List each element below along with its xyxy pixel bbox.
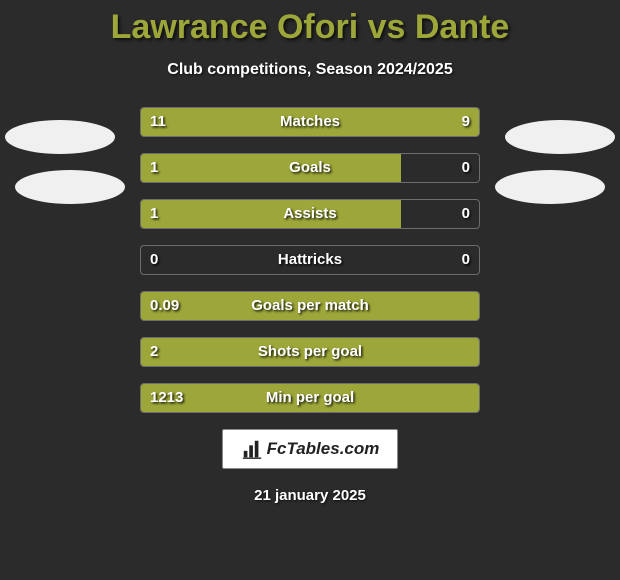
stat-row: 2Shots per goal	[0, 337, 620, 367]
stat-label: Min per goal	[140, 383, 480, 413]
stat-row: 119Matches	[0, 107, 620, 137]
stat-label: Goals	[140, 153, 480, 183]
stat-row: 00Hattricks	[0, 245, 620, 275]
stat-label: Goals per match	[140, 291, 480, 321]
footer-date: 21 january 2025	[0, 487, 620, 504]
bar-chart-icon	[241, 438, 263, 460]
page-subtitle: Club competitions, Season 2024/2025	[0, 61, 620, 79]
source-badge-text: FcTables.com	[267, 439, 380, 459]
stat-row: 10Goals	[0, 153, 620, 183]
stat-row: 10Assists	[0, 199, 620, 229]
stat-label: Hattricks	[140, 245, 480, 275]
stat-label: Matches	[140, 107, 480, 137]
stat-label: Assists	[140, 199, 480, 229]
stat-label: Shots per goal	[140, 337, 480, 367]
stat-row: 0.09Goals per match	[0, 291, 620, 321]
stat-row: 1213Min per goal	[0, 383, 620, 413]
source-badge: FcTables.com	[222, 429, 398, 469]
page-title: Lawrance Ofori vs Dante	[0, 0, 620, 47]
comparison-chart: 119Matches 10Goals 10Assists 00Hattricks 0.0…	[0, 107, 620, 413]
